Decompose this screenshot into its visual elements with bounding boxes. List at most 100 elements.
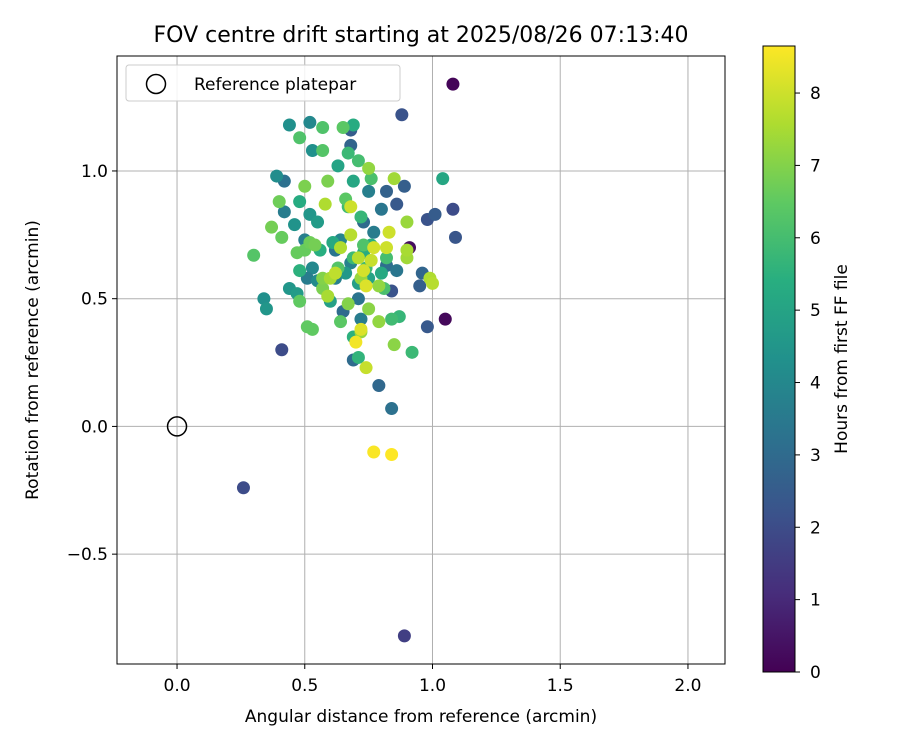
colorbar-gradient bbox=[762, 45, 796, 673]
data-point bbox=[293, 264, 307, 278]
data-point bbox=[436, 172, 450, 186]
data-point bbox=[351, 350, 365, 364]
data-point bbox=[321, 174, 335, 188]
data-point bbox=[374, 266, 388, 280]
data-point bbox=[341, 297, 355, 311]
data-point bbox=[277, 205, 291, 219]
data-point bbox=[448, 230, 462, 244]
colorbar-tick-label: 0 bbox=[810, 663, 821, 683]
legend-marker-icon bbox=[145, 73, 167, 95]
data-point bbox=[344, 200, 358, 214]
data-point bbox=[372, 315, 386, 329]
data-point bbox=[372, 379, 386, 393]
data-point bbox=[336, 121, 350, 135]
y-axis-label: Rotation from reference (arcmin) bbox=[23, 220, 43, 500]
data-point bbox=[413, 279, 427, 293]
data-point bbox=[446, 202, 460, 216]
data-point bbox=[288, 218, 302, 232]
colorbar-ticks: 0 1 2 3 4 5 6 7 8 bbox=[795, 84, 821, 683]
data-point bbox=[385, 312, 399, 326]
colorbar-tick-label: 3 bbox=[810, 446, 821, 466]
legend-entry-reference-platepar: Reference platepar bbox=[194, 75, 356, 95]
data-point bbox=[346, 118, 360, 132]
data-point bbox=[428, 207, 442, 221]
data-point bbox=[305, 144, 319, 158]
grid-lines bbox=[117, 56, 725, 664]
x-tick-label: 1.5 bbox=[547, 676, 574, 696]
x-tick-label: 1.0 bbox=[419, 676, 446, 696]
data-point bbox=[247, 248, 261, 262]
data-point bbox=[300, 320, 314, 334]
data-point bbox=[275, 343, 289, 357]
data-point bbox=[275, 230, 289, 244]
x-axis-label: Angular distance from reference (arcmin) bbox=[245, 707, 597, 727]
data-point bbox=[293, 131, 307, 145]
legend: Reference platepar bbox=[125, 64, 401, 102]
colorbar-tick-label: 5 bbox=[810, 301, 821, 321]
data-point bbox=[351, 292, 365, 306]
data-point bbox=[364, 253, 378, 267]
data-point bbox=[293, 195, 307, 209]
colorbar-tick-label: 7 bbox=[810, 156, 821, 176]
data-point bbox=[382, 225, 396, 239]
data-point bbox=[395, 108, 409, 122]
y-axis-ticks: −0.5 0.0 0.5 1.0 bbox=[67, 162, 117, 565]
colorbar: 0 1 2 3 4 5 6 7 8 Hours from first FF file bbox=[762, 45, 852, 683]
colorbar-tick-label: 1 bbox=[810, 591, 821, 611]
data-point bbox=[298, 179, 312, 193]
data-point bbox=[367, 445, 381, 459]
data-point bbox=[385, 402, 399, 416]
data-point bbox=[328, 266, 342, 280]
data-point bbox=[259, 302, 273, 316]
data-points bbox=[236, 77, 462, 643]
y-tick-label: 0.5 bbox=[81, 290, 108, 310]
colorbar-tick-label: 2 bbox=[810, 518, 821, 538]
data-point bbox=[367, 241, 381, 255]
data-point bbox=[265, 220, 279, 234]
data-point bbox=[308, 238, 322, 252]
plot-frame bbox=[116, 55, 726, 665]
data-point bbox=[303, 115, 317, 129]
data-point bbox=[305, 261, 319, 275]
data-point bbox=[316, 121, 330, 135]
data-point bbox=[359, 279, 373, 293]
data-point bbox=[293, 294, 307, 308]
data-point bbox=[354, 312, 368, 326]
data-point bbox=[385, 448, 399, 462]
data-point bbox=[380, 251, 394, 265]
data-point bbox=[316, 144, 330, 158]
data-point bbox=[397, 179, 411, 193]
colorbar-label: Hours from first FF file bbox=[832, 264, 852, 454]
x-axis-ticks: 0.0 0.5 1.0 1.5 2.0 bbox=[164, 664, 701, 696]
data-point bbox=[387, 172, 401, 186]
data-point bbox=[321, 289, 335, 303]
data-point bbox=[380, 241, 394, 255]
x-tick-label: 2.0 bbox=[674, 676, 701, 696]
x-tick-label: 0.0 bbox=[164, 676, 191, 696]
data-point bbox=[362, 302, 376, 316]
chart-title: FOV centre drift starting at 2025/08/26 … bbox=[154, 23, 689, 48]
data-point bbox=[257, 292, 271, 306]
data-point bbox=[359, 361, 373, 375]
data-point bbox=[272, 195, 286, 209]
data-point bbox=[346, 174, 360, 188]
data-point bbox=[341, 146, 355, 160]
data-point bbox=[334, 241, 348, 255]
data-point bbox=[357, 264, 371, 278]
reference-platepar-marker bbox=[166, 416, 188, 437]
data-point bbox=[236, 481, 250, 495]
colorbar-tick-label: 8 bbox=[810, 84, 821, 104]
data-point bbox=[357, 238, 371, 252]
data-point bbox=[397, 629, 411, 643]
data-point bbox=[354, 322, 368, 336]
colorbar-tick-label: 6 bbox=[810, 229, 821, 249]
data-point bbox=[387, 338, 401, 352]
data-point bbox=[270, 169, 284, 183]
data-point bbox=[351, 251, 365, 265]
data-point bbox=[334, 315, 348, 329]
data-point bbox=[367, 225, 381, 239]
data-point bbox=[351, 154, 365, 168]
colorbar-tick-label: 4 bbox=[810, 374, 821, 394]
y-tick-label: 1.0 bbox=[81, 162, 108, 182]
y-tick-label: −0.5 bbox=[67, 545, 108, 565]
